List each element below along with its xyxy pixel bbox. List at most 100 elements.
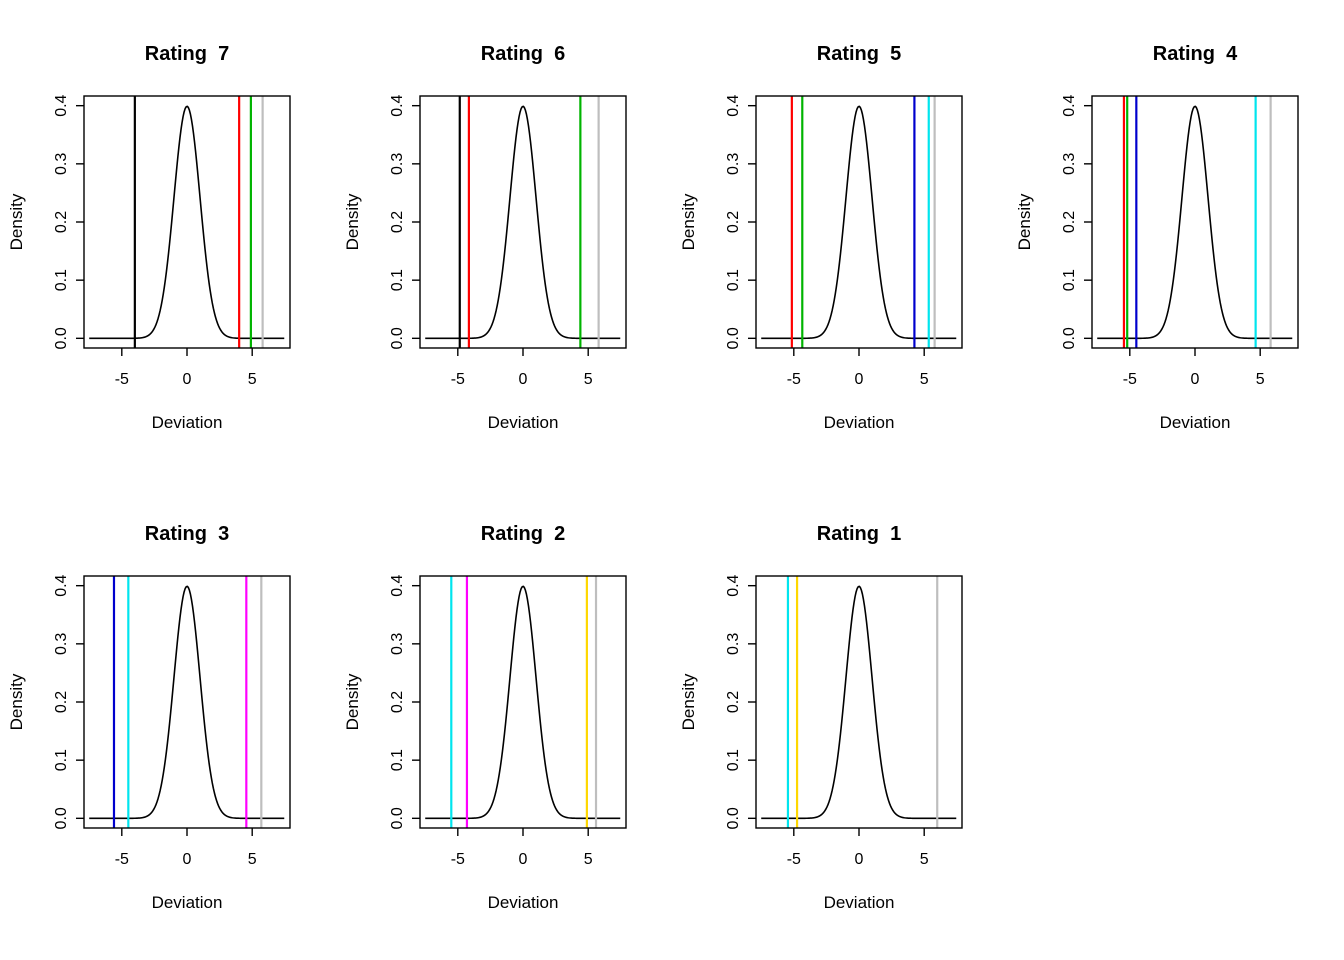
x-tick-label: 5	[584, 851, 593, 868]
density-plot: -5 0 5 0.0 0.1 0.2 0.3 0.4 Rating 5 Deviation Dens…	[679, 43, 963, 432]
y-tick-label: 0.1	[1061, 269, 1078, 291]
density-plot: -5 0 5 0.0 0.1 0.2 0.3 0.4 Rating 1 Deviation Dens…	[679, 523, 963, 912]
x-tick-label: -5	[787, 851, 801, 868]
rating-panel: -5 0 5 0.0 0.1 0.2 0.3 0.4 Rating 6 Deviation Dens…	[336, 0, 672, 480]
y-axis-label: Density	[7, 193, 26, 250]
rating-panel: -5 0 5 0.0 0.1 0.2 0.3 0.4 Rating 3 Deviation Dens…	[0, 480, 336, 960]
x-tick-label: 0	[855, 371, 864, 388]
y-tick-label: 0.2	[389, 211, 406, 233]
x-tick-label: 0	[1191, 371, 1200, 388]
density-plot: -5 0 5 0.0 0.1 0.2 0.3 0.4 Rating 6 Deviation Dens…	[343, 43, 627, 432]
density-plot: -5 0 5 0.0 0.1 0.2 0.3 0.4 Rating 2 Deviation Dens…	[343, 523, 627, 912]
rating-panel: -5 0 5 0.0 0.1 0.2 0.3 0.4 Rating 7 Deviation Dens…	[0, 0, 336, 480]
y-tick-label: 0.0	[389, 327, 406, 349]
y-tick-label: 0.4	[1061, 94, 1078, 116]
y-tick-label: 0.4	[389, 574, 406, 596]
x-axis-label: Deviation	[1160, 413, 1231, 432]
y-tick-label: 0.2	[53, 211, 70, 233]
x-tick-label: -5	[1123, 371, 1137, 388]
panel-title: Rating 1	[817, 523, 901, 545]
y-tick-label: 0.0	[53, 327, 70, 349]
x-axis-label: Deviation	[488, 413, 559, 432]
x-tick-label: -5	[451, 371, 465, 388]
y-tick-label: 0.4	[53, 574, 70, 596]
panel-title: Rating 3	[145, 523, 229, 545]
y-tick-label: 0.2	[53, 691, 70, 713]
y-axis-label: Density	[679, 673, 698, 730]
y-tick-label: 0.1	[725, 749, 742, 771]
y-tick-label: 0.3	[389, 633, 406, 655]
y-tick-label: 0.3	[725, 633, 742, 655]
y-tick-label: 0.0	[725, 327, 742, 349]
density-curve	[89, 585, 285, 820]
panel-title: Rating 2	[481, 523, 565, 545]
x-tick-label: 0	[855, 851, 864, 868]
y-tick-label: 0.1	[389, 269, 406, 291]
x-tick-label: 0	[519, 371, 528, 388]
y-tick-label: 0.1	[53, 269, 70, 291]
panel-title: Rating 7	[145, 43, 229, 65]
density-plot: -5 0 5 0.0 0.1 0.2 0.3 0.4 Rating 7 Deviation Dens…	[7, 43, 291, 432]
y-tick-label: 0.0	[1061, 327, 1078, 349]
x-axis-label: Deviation	[152, 893, 223, 912]
x-tick-label: 5	[584, 371, 593, 388]
x-tick-label: -5	[115, 851, 129, 868]
y-tick-label: 0.4	[53, 94, 70, 116]
y-tick-label: 0.4	[725, 574, 742, 596]
density-plot: -5 0 5 0.0 0.1 0.2 0.3 0.4 Rating 4 Deviation Dens…	[1015, 43, 1299, 432]
x-tick-label: 0	[519, 851, 528, 868]
y-axis-label: Density	[7, 673, 26, 730]
y-tick-label: 0.4	[725, 94, 742, 116]
y-tick-label: 0.3	[1061, 153, 1078, 175]
plot-box	[83, 95, 291, 349]
x-tick-label: -5	[787, 371, 801, 388]
panel-title: Rating 5	[817, 43, 901, 65]
y-tick-label: 0.2	[725, 691, 742, 713]
rating-panel: -5 0 5 0.0 0.1 0.2 0.3 0.4 Rating 1 Deviation Dens…	[672, 480, 1008, 960]
y-tick-label: 0.0	[389, 807, 406, 829]
y-tick-label: 0.3	[389, 153, 406, 175]
density-plot: -5 0 5 0.0 0.1 0.2 0.3 0.4 Rating 3 Deviation Dens…	[7, 523, 291, 912]
panel-title: Rating 4	[1153, 43, 1238, 65]
x-tick-label: 5	[920, 371, 929, 388]
x-tick-label: 5	[248, 371, 257, 388]
y-axis-label: Density	[343, 673, 362, 730]
y-tick-label: 0.4	[389, 94, 406, 116]
y-tick-label: 0.2	[389, 691, 406, 713]
x-axis-label: Deviation	[152, 413, 223, 432]
density-curve	[761, 105, 957, 340]
y-axis-label: Density	[343, 193, 362, 250]
y-tick-label: 0.1	[53, 749, 70, 771]
rating-panel: -5 0 5 0.0 0.1 0.2 0.3 0.4 Rating 5 Deviation Dens…	[672, 0, 1008, 480]
x-tick-label: 5	[1256, 371, 1265, 388]
y-tick-label: 0.0	[53, 807, 70, 829]
x-axis-label: Deviation	[488, 893, 559, 912]
y-axis-label: Density	[1015, 193, 1034, 250]
x-tick-label: -5	[115, 371, 129, 388]
y-tick-label: 0.1	[725, 269, 742, 291]
y-tick-label: 0.3	[53, 153, 70, 175]
x-axis-label: Deviation	[824, 413, 895, 432]
plot-box	[419, 95, 627, 349]
x-axis-label: Deviation	[824, 893, 895, 912]
density-curve	[89, 105, 285, 340]
x-tick-label: 5	[920, 851, 929, 868]
density-curve	[425, 105, 621, 340]
x-tick-label: 0	[183, 851, 192, 868]
y-tick-label: 0.0	[725, 807, 742, 829]
rating-panel: -5 0 5 0.0 0.1 0.2 0.3 0.4 Rating 2 Deviation Dens…	[336, 480, 672, 960]
x-tick-label: 5	[248, 851, 257, 868]
y-tick-label: 0.3	[53, 633, 70, 655]
rating-panel: -5 0 5 0.0 0.1 0.2 0.3 0.4 Rating 4 Deviation Dens…	[1008, 0, 1344, 480]
density-curve	[425, 585, 621, 820]
y-tick-label: 0.1	[389, 749, 406, 771]
y-axis-label: Density	[679, 193, 698, 250]
empty-cell	[1008, 480, 1344, 960]
y-tick-label: 0.3	[725, 153, 742, 175]
x-tick-label: -5	[451, 851, 465, 868]
plot-box	[755, 95, 963, 349]
y-tick-label: 0.2	[725, 211, 742, 233]
x-tick-label: 0	[183, 371, 192, 388]
y-tick-label: 0.2	[1061, 211, 1078, 233]
